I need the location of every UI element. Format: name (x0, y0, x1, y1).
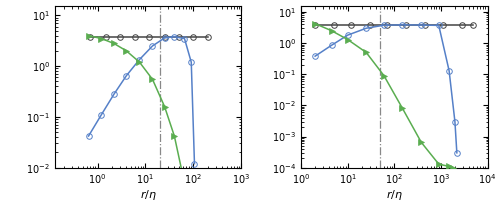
X-axis label: $r/\eta$: $r/\eta$ (140, 188, 156, 202)
X-axis label: $r/\eta$: $r/\eta$ (386, 188, 403, 202)
